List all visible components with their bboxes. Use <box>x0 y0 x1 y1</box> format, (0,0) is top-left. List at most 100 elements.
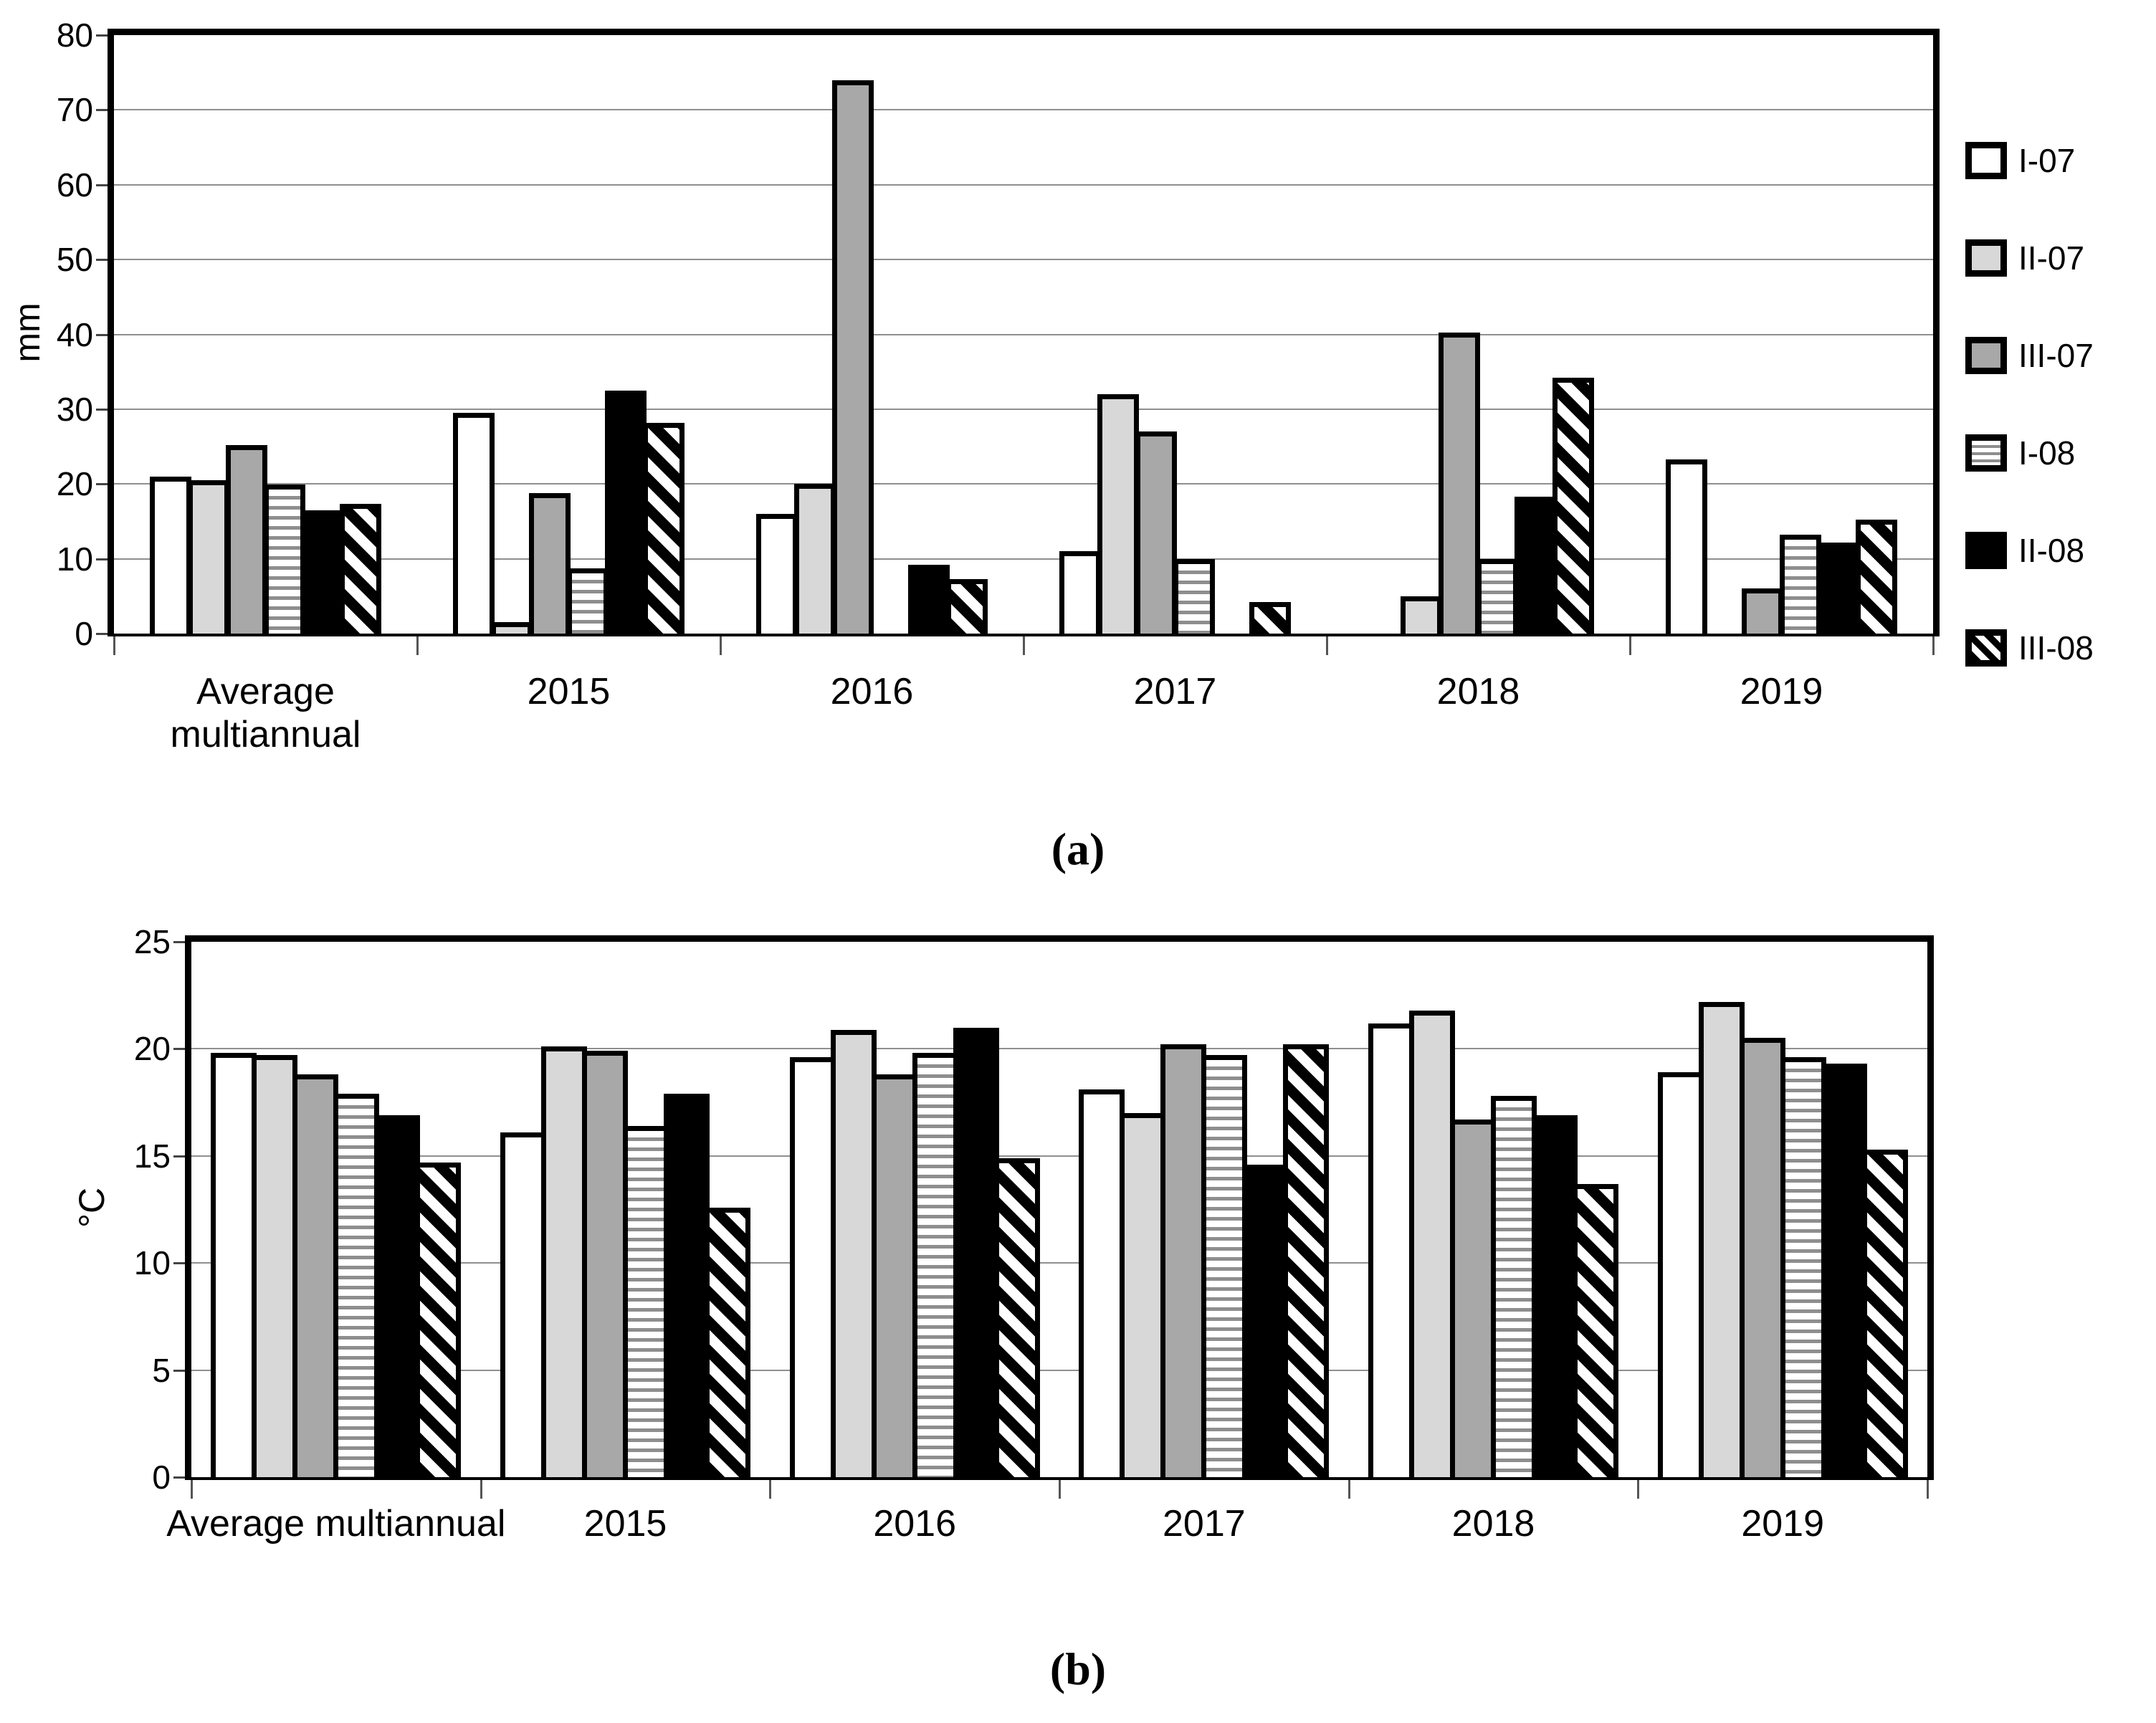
bar-i-08-2019 <box>1780 1057 1826 1477</box>
bar-ii-07-average <box>188 480 229 634</box>
legend-swatch-hstripes-icon <box>1965 434 2007 472</box>
bar-i-07-2016 <box>789 1057 836 1477</box>
bar-ii-07-2017 <box>1097 394 1139 634</box>
y-tick-label: 40 <box>56 315 93 353</box>
legend-swatch-white-icon <box>1965 142 2007 179</box>
bar-iii-07-2016 <box>832 80 874 634</box>
gridline <box>114 259 1933 261</box>
bar-iii-07-average <box>226 445 267 634</box>
bar-ii-07-2017 <box>1120 1113 1166 1477</box>
panel-b-caption: (b) <box>1049 1643 1107 1694</box>
x-tick-mark <box>1927 1480 1929 1499</box>
gridline <box>191 1369 1927 1371</box>
bar-iii-08-2015 <box>705 1208 750 1477</box>
legend-item-ii-07: II-07 <box>1965 239 2094 277</box>
bar-ii-07-average <box>252 1055 298 1477</box>
y-tick-label: 20 <box>133 1030 171 1068</box>
bar-i-08-2019 <box>1780 535 1821 634</box>
y-tick-label: 20 <box>56 465 93 503</box>
precipitation-plot-area <box>108 29 1940 636</box>
legend-item-ii-08: II-08 <box>1965 532 2094 569</box>
bar-ii-08-average <box>374 1115 421 1477</box>
bar-i-08-2018 <box>1491 1096 1537 1477</box>
bar-iii-07-2015 <box>582 1051 628 1477</box>
bar-iii-07-2018 <box>1439 333 1480 634</box>
bar-iii-08-2015 <box>643 423 685 634</box>
x-category-label: 2015 <box>583 1503 667 1545</box>
x-tick-mark <box>1326 636 1328 655</box>
bar-iii-08-average <box>340 504 381 634</box>
bar-i-08-average <box>333 1094 380 1477</box>
gridline <box>114 483 1933 485</box>
bar-i-07-2017 <box>1079 1089 1125 1477</box>
bar-iii-08-2019 <box>1861 1150 1908 1477</box>
y-tick-mark <box>173 1369 185 1372</box>
bar-i-07-2019 <box>1657 1072 1704 1477</box>
y-tick-mark <box>173 1262 185 1265</box>
y-tick-label: 60 <box>56 166 93 204</box>
x-category-label: 2016 <box>873 1503 956 1545</box>
bar-ii-07-2019 <box>1698 1002 1745 1477</box>
x-tick-mark <box>1629 636 1631 655</box>
x-category-label: Average multiannual <box>166 1503 506 1545</box>
bar-ii-07-2015 <box>541 1046 587 1477</box>
legend-label: III-07 <box>2018 337 2094 374</box>
gridline <box>191 1262 1927 1264</box>
bar-ii-07-2016 <box>794 484 836 634</box>
legend-label: II-08 <box>2018 532 2085 569</box>
y-tick-label: 80 <box>56 16 93 54</box>
y-tick-label: 25 <box>133 923 171 960</box>
x-tick-mark <box>416 636 419 655</box>
bar-i-07-average <box>211 1053 257 1477</box>
bar-ii-08-2019 <box>1818 543 1859 634</box>
y-tick-mark <box>96 109 108 112</box>
bar-i-08-average <box>264 485 305 634</box>
bar-i-07-2019 <box>1666 459 1707 634</box>
x-category-label: 2016 <box>830 671 914 712</box>
legend-label: III-08 <box>2018 629 2094 667</box>
bar-iii-07-2019 <box>1739 1038 1785 1477</box>
series-legend: I-07 II-07 III-07 I-08 II-08 III-08 <box>1965 142 2094 667</box>
y-tick-mark <box>96 183 108 186</box>
y-tick-mark <box>96 408 108 411</box>
x-category-label: 2018 <box>1451 1503 1535 1545</box>
temperature-plot-area <box>185 935 1934 1480</box>
legend-label: II-07 <box>2018 239 2085 277</box>
legend-item-iii-07: III-07 <box>1965 337 2094 374</box>
y-tick-label: 30 <box>56 390 93 428</box>
bar-iii-07-average <box>292 1074 339 1477</box>
y-tick-mark <box>96 259 108 262</box>
bar-ii-07-2018 <box>1409 1011 1455 1477</box>
bar-i-08-2018 <box>1477 559 1518 634</box>
bar-iii-07-2018 <box>1450 1120 1496 1477</box>
legend-item-iii-08: III-08 <box>1965 629 2094 667</box>
gridline <box>114 558 1933 560</box>
bar-ii-07-2016 <box>830 1030 877 1477</box>
bar-ii-08-average <box>302 510 343 634</box>
bar-ii-08-2019 <box>1821 1064 1867 1477</box>
x-category-label: 2019 <box>1740 671 1823 712</box>
y-tick-mark <box>173 1048 185 1051</box>
y-tick-label: 50 <box>56 241 93 279</box>
bar-ii-08-2015 <box>664 1094 710 1477</box>
y-tick-mark <box>96 333 108 336</box>
x-category-label: Average multiannual <box>170 671 361 755</box>
x-tick-mark <box>191 1480 193 1499</box>
x-tick-mark <box>1637 1480 1640 1499</box>
x-tick-mark <box>769 1480 772 1499</box>
y-tick-label: 0 <box>152 1459 171 1496</box>
bar-ii-08-2018 <box>1532 1115 1578 1477</box>
gridline <box>191 1048 1927 1050</box>
bar-iii-08-2017 <box>1249 602 1291 634</box>
x-tick-mark <box>113 636 115 655</box>
bar-i-08-2017 <box>1173 559 1215 634</box>
bar-iii-08-2018 <box>1573 1184 1618 1477</box>
bar-iii-07-2019 <box>1742 588 1783 634</box>
x-tick-mark <box>1348 1480 1350 1499</box>
bar-i-08-2017 <box>1201 1055 1248 1477</box>
legend-label: I-08 <box>2018 434 2076 472</box>
legend-swatch-gray-icon <box>1965 337 2007 374</box>
x-category-label: 2017 <box>1133 671 1217 712</box>
x-tick-mark <box>480 1480 482 1499</box>
